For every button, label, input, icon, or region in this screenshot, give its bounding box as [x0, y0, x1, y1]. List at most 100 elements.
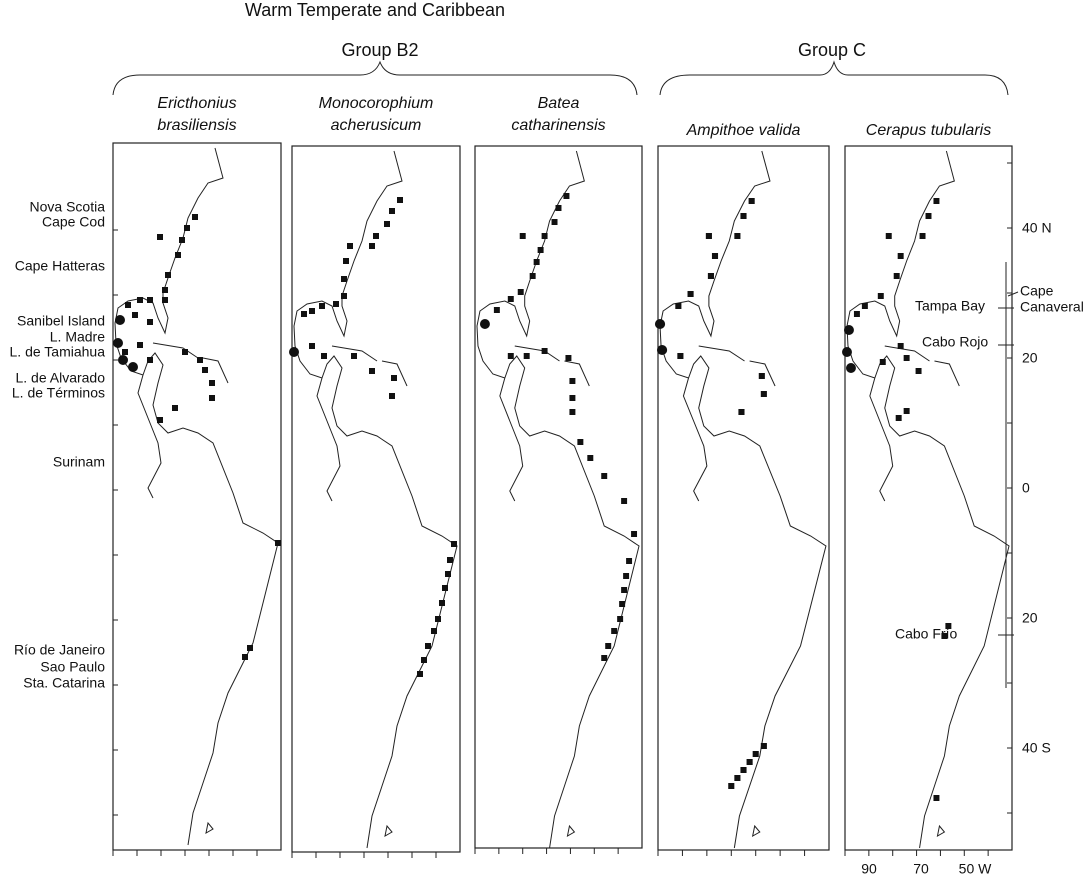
record-square	[897, 343, 904, 349]
record-dot	[128, 362, 138, 372]
record-square	[519, 233, 526, 239]
record-square	[577, 439, 584, 445]
record-square	[445, 571, 451, 577]
record-square	[748, 198, 755, 204]
record-dot	[845, 363, 856, 373]
record-dot	[289, 347, 299, 357]
record-square	[877, 293, 884, 299]
record-square	[760, 391, 767, 397]
group-label: Group C	[798, 40, 866, 60]
longitude-label: 90	[861, 861, 877, 877]
place-label: Río de Janeiro	[14, 642, 105, 658]
record-square	[347, 243, 353, 249]
record-square	[447, 557, 453, 563]
record-square	[192, 214, 198, 220]
record-square	[740, 767, 747, 773]
longitude-label: 70	[913, 861, 929, 877]
place-label: L. de Alvarado	[15, 370, 105, 386]
record-square	[202, 367, 208, 373]
record-square	[919, 233, 926, 239]
record-square	[758, 373, 765, 379]
record-square	[157, 417, 163, 423]
latitude-label: 40 S	[1022, 740, 1051, 756]
record-square	[933, 198, 940, 204]
record-square	[537, 247, 544, 253]
record-square	[885, 233, 892, 239]
record-square	[351, 353, 357, 359]
record-dot	[115, 315, 125, 325]
record-square	[389, 393, 395, 399]
record-square	[601, 655, 608, 661]
record-square	[621, 498, 628, 504]
record-square	[738, 409, 745, 415]
brace	[112, 60, 638, 96]
place-label: Cape Hatteras	[15, 258, 105, 274]
map-frame	[112, 142, 282, 851]
record-square	[677, 353, 684, 359]
record-square	[421, 657, 427, 663]
record-square	[493, 307, 500, 313]
record-square	[242, 654, 248, 660]
record-square	[275, 540, 281, 546]
record-square	[707, 273, 714, 279]
coastline	[659, 150, 827, 849]
coastline	[114, 147, 279, 846]
record-square	[309, 308, 315, 314]
map	[842, 150, 1010, 849]
record-square	[541, 233, 548, 239]
record-square	[569, 378, 576, 384]
record-square	[319, 303, 325, 309]
record-square	[565, 355, 572, 361]
record-square	[397, 197, 403, 203]
annotation: Tampa Bay	[915, 298, 985, 314]
map-frame	[291, 145, 461, 853]
record-square	[451, 541, 457, 547]
record-square	[132, 312, 138, 318]
map-frame	[657, 145, 830, 851]
record-square	[551, 219, 558, 225]
record-square	[541, 348, 548, 354]
record-square	[431, 628, 437, 634]
species-name: Ampithoe valida	[686, 122, 801, 139]
record-square	[941, 633, 948, 639]
record-square	[157, 234, 163, 240]
record-dot	[479, 319, 490, 329]
record-square	[369, 368, 375, 374]
record-square	[895, 415, 902, 421]
record-square	[925, 213, 932, 219]
record-square	[675, 303, 682, 309]
record-square	[626, 558, 633, 564]
place-label: Cape Cod	[42, 214, 105, 230]
record-square	[321, 353, 327, 359]
latitude-label: 0	[1022, 480, 1030, 496]
record-square	[569, 409, 576, 415]
map	[654, 150, 827, 849]
record-square	[903, 355, 910, 361]
place-label: L. Madre	[50, 329, 105, 345]
record-square	[389, 208, 395, 214]
latitude-label: 40 N	[1022, 220, 1052, 236]
record-square	[903, 408, 910, 414]
record-square	[631, 531, 638, 537]
coastline	[476, 150, 640, 849]
place-label: Sta. Catarina	[23, 675, 105, 691]
record-square	[523, 353, 530, 359]
record-square	[425, 643, 431, 649]
record-square	[147, 319, 153, 325]
record-square	[611, 628, 618, 634]
record-square	[147, 297, 153, 303]
record-square	[623, 573, 630, 579]
map-frame	[474, 145, 643, 849]
record-square	[569, 395, 576, 401]
marker	[1007, 291, 1019, 297]
record-square	[137, 297, 143, 303]
record-square	[162, 287, 168, 293]
record-square	[617, 616, 624, 622]
record-square	[587, 455, 594, 461]
record-square	[728, 783, 735, 789]
record-square	[915, 368, 922, 374]
record-dot	[656, 345, 668, 355]
species-name: Batea	[538, 95, 580, 112]
record-square	[746, 759, 753, 765]
